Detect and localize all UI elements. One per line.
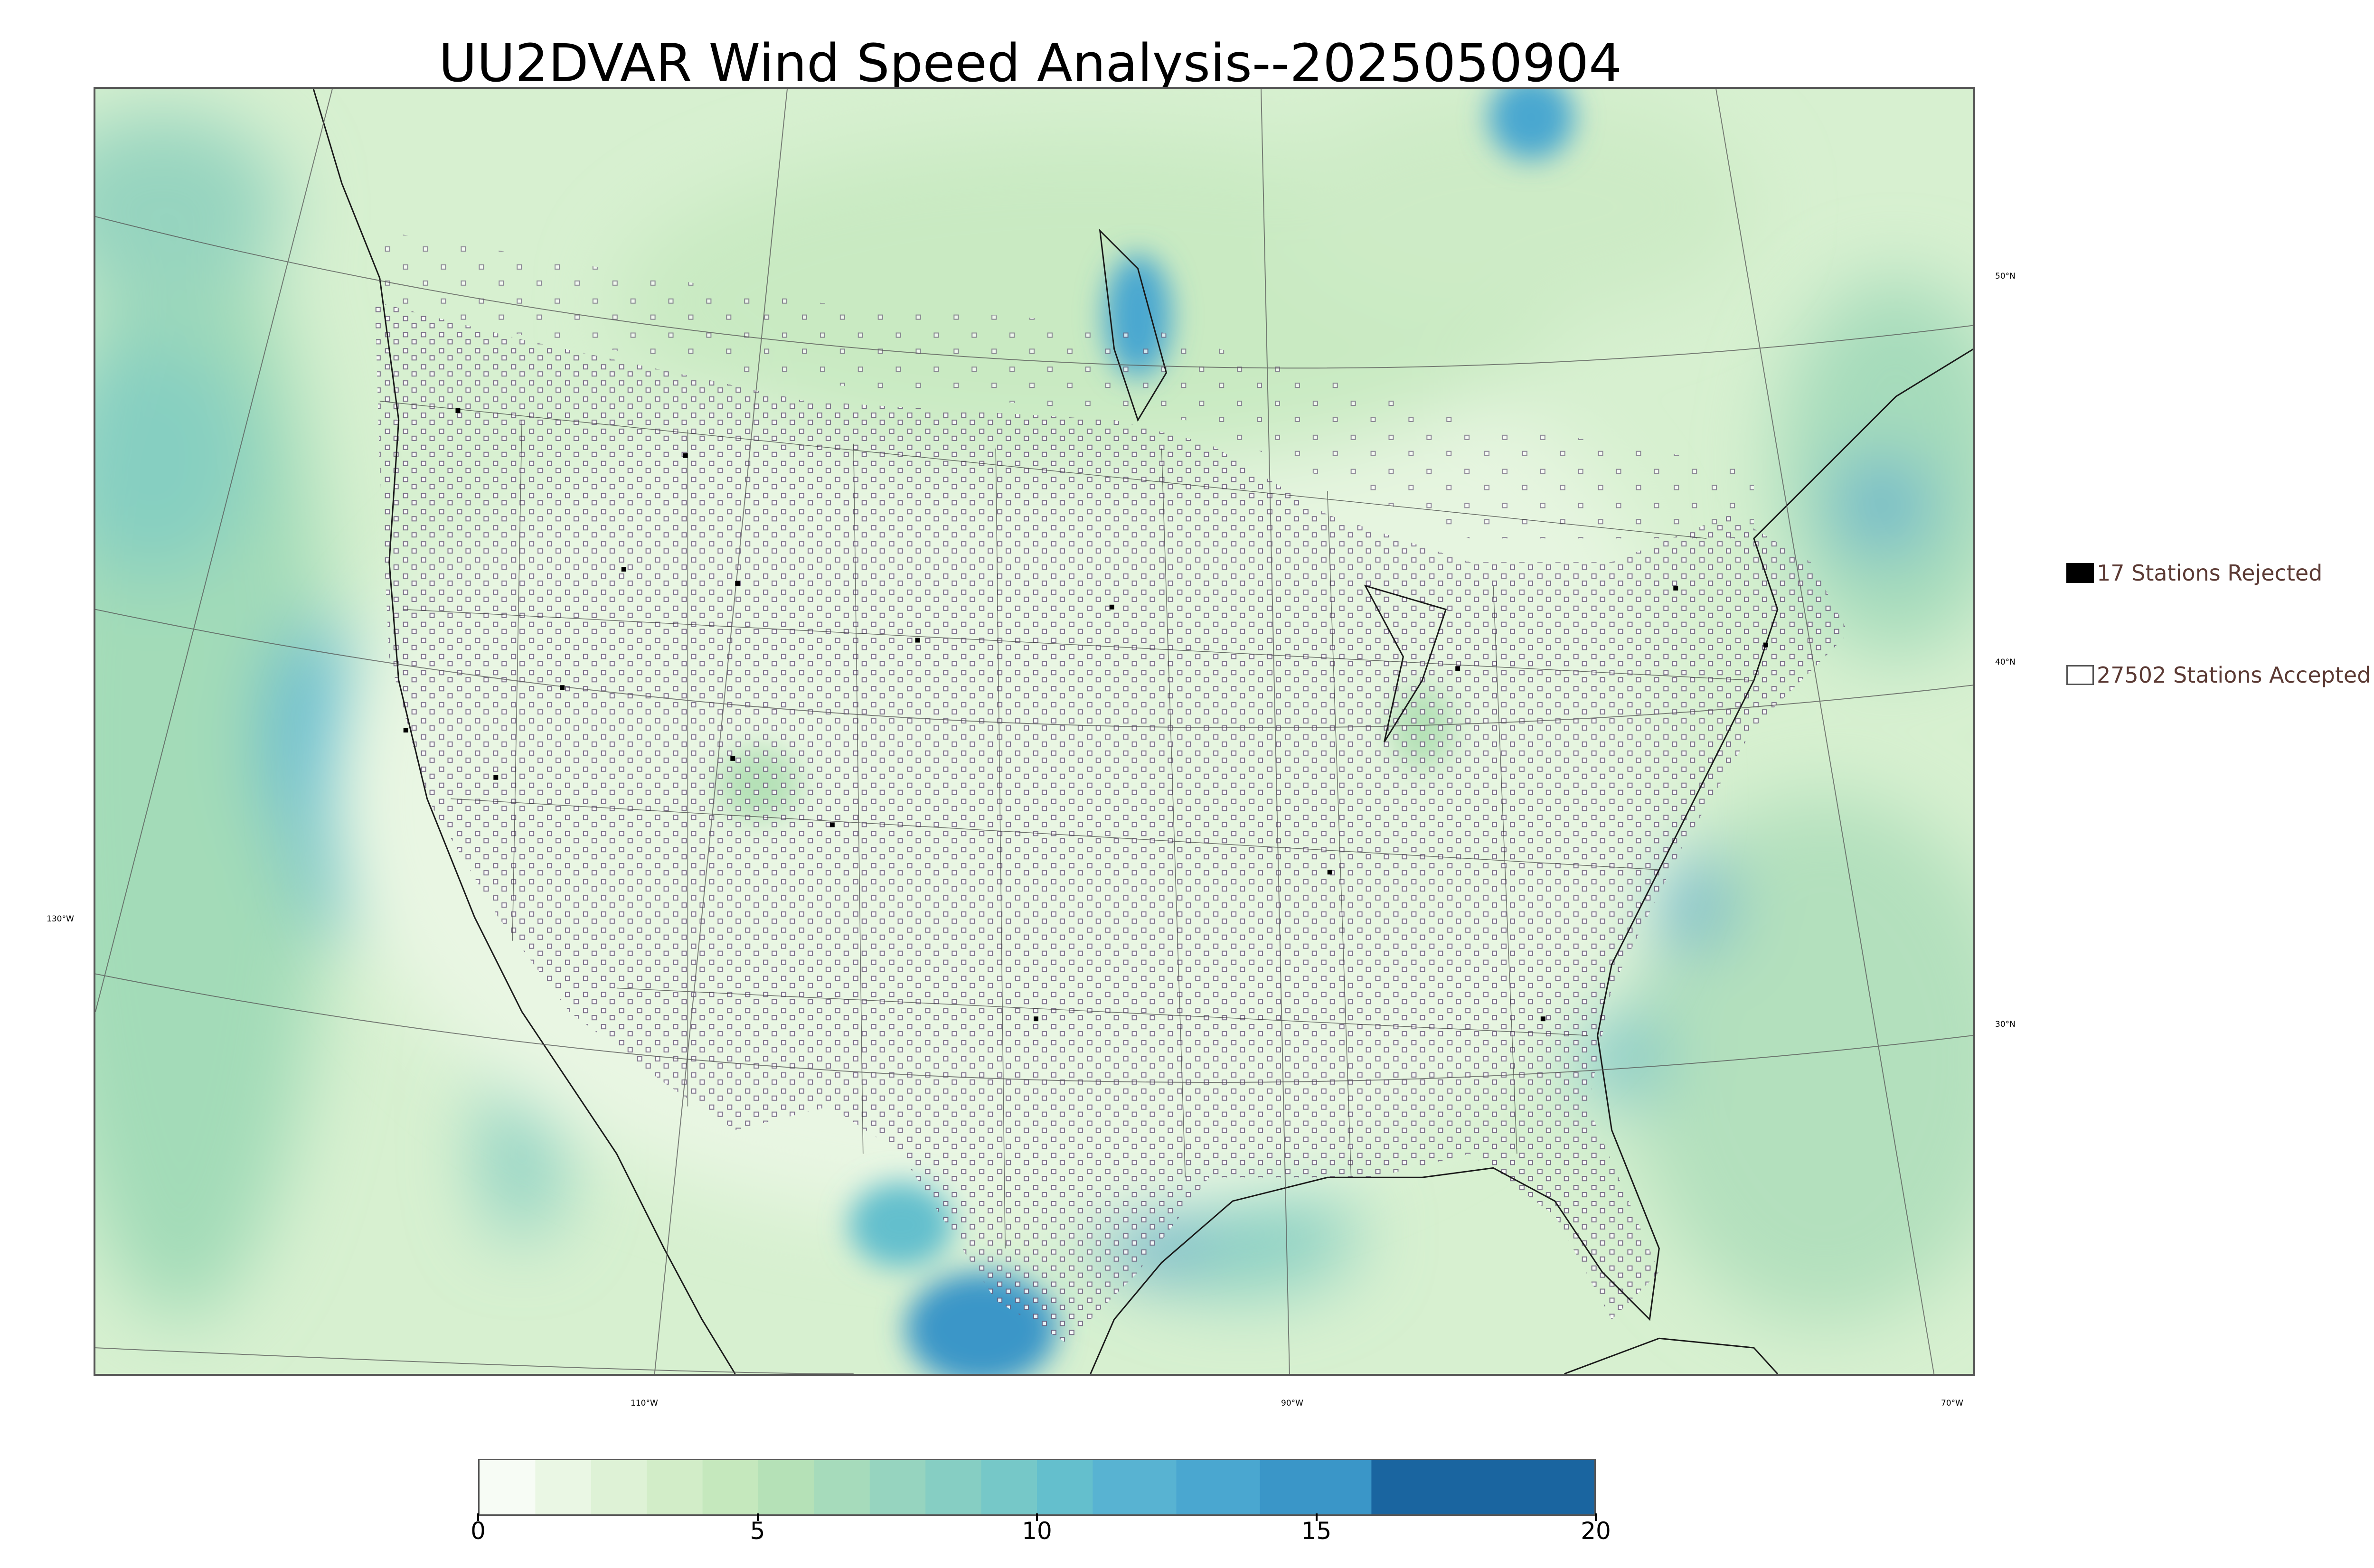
colorbar-bin-2 — [591, 1460, 647, 1514]
colorbar-bin-9 — [981, 1460, 1037, 1514]
colorbar-bins — [480, 1460, 1594, 1514]
colorbar-bin-3 — [647, 1460, 703, 1514]
colorbar-tick-3 — [1315, 1513, 1318, 1521]
wind-speed-map[interactable] — [94, 87, 1975, 1376]
colorbar-tick-0 — [477, 1513, 479, 1521]
colorbar-bin-13 — [1260, 1460, 1372, 1514]
rejected-swatch — [2066, 563, 2094, 583]
coastlines — [312, 89, 1973, 1374]
accepted-label: 27502 Stations Accepted — [2097, 662, 2371, 688]
colorbar-tick-label-2: 10 — [1022, 1517, 1052, 1545]
colorbar-tick-2 — [1036, 1513, 1038, 1521]
colorbar-bin-6 — [814, 1460, 870, 1514]
colorbar-tick-label-1: 5 — [750, 1517, 765, 1545]
political-borders — [379, 401, 1754, 1249]
accepted-swatch — [2066, 665, 2094, 685]
colorbar-bin-7 — [869, 1460, 926, 1514]
colorbar-bin-8 — [925, 1460, 982, 1514]
conus-stations — [375, 301, 1849, 1343]
colorbar-tick-4 — [1595, 1513, 1597, 1521]
colorbar-tick-label-0: 0 — [471, 1517, 486, 1545]
colorbar-tick-1 — [756, 1513, 759, 1521]
colorbar-bin-12 — [1176, 1460, 1261, 1514]
lat-label-40n: 40°N — [1995, 657, 2016, 667]
rejected-label: 17 Stations Rejected — [2097, 560, 2323, 586]
lon-label-130w: 130°W — [47, 914, 74, 924]
graticule — [95, 89, 1973, 1374]
lat-label-30n: 30°N — [1995, 1020, 2016, 1029]
lon-label-70w: 70°W — [1941, 1399, 1963, 1408]
colorbar-bin-0 — [480, 1460, 536, 1514]
legend-rejected: 17 Stations Rejected — [2066, 560, 2322, 586]
lon-label-110w: 110°W — [631, 1399, 658, 1408]
canada-stations — [379, 231, 1754, 539]
colorbar-bin-10 — [1037, 1460, 1093, 1514]
colorbar-bin-4 — [702, 1460, 759, 1514]
colorbar-tick-label-4: 20 — [1581, 1517, 1611, 1545]
colorbar — [478, 1459, 1596, 1516]
colorbar-bin-11 — [1093, 1460, 1177, 1514]
lat-label-50n: 50°N — [1995, 272, 2016, 281]
colorbar-bin-5 — [758, 1460, 814, 1514]
colorbar-bin-14 — [1371, 1460, 1594, 1514]
lon-label-90w: 90°W — [1281, 1399, 1303, 1408]
colorbar-bin-1 — [535, 1460, 592, 1514]
map-canvas — [95, 89, 1973, 1374]
map-title: UU2DVAR Wind Speed Analysis--2025050904 — [438, 33, 1622, 94]
legend-accepted: 27502 Stations Accepted — [2066, 662, 2371, 688]
rejected-stations — [403, 408, 1768, 1022]
colorbar-tick-label-3: 15 — [1301, 1517, 1332, 1545]
